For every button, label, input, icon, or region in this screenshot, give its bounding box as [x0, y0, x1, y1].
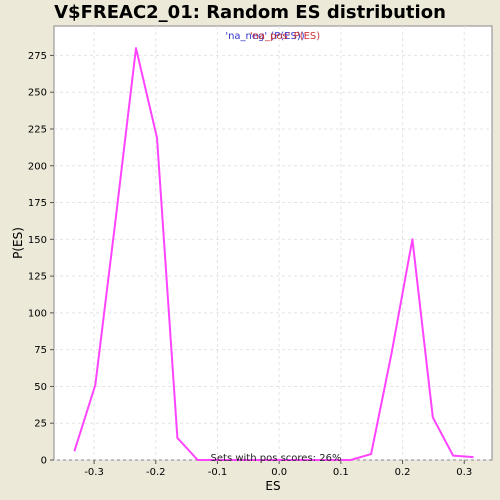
x-tick-label: -0.3 — [84, 467, 104, 478]
y-tick-label: 100 — [28, 308, 47, 319]
x-tick-label: -0.2 — [146, 467, 166, 478]
y-tick-label: 50 — [34, 382, 47, 393]
x-tick-label: 0.1 — [333, 467, 349, 478]
y-axis-label: P(ES) — [11, 227, 25, 259]
x-tick-label: 0.2 — [395, 467, 411, 478]
plot-area — [53, 25, 493, 461]
x-tick-label: -0.1 — [208, 467, 228, 478]
x-tick-label: 0.3 — [456, 467, 472, 478]
legend: 'na_neg' (P(ES)) 'na_pos' P(ES) — [225, 31, 320, 42]
y-tick-label: 225 — [28, 124, 47, 135]
y-tick-label: 75 — [34, 345, 47, 356]
y-tick-label: 0 — [41, 456, 47, 467]
series-line-0 — [73, 47, 474, 461]
y-tick-label: 200 — [28, 161, 47, 172]
grid-lines — [54, 26, 492, 461]
y-tick-label: 175 — [28, 198, 47, 209]
legend-entry-neg: 'na_neg' (P(ES)) — [225, 31, 304, 42]
y-tick-label: 125 — [28, 272, 47, 283]
y-tick-label: 250 — [28, 88, 47, 99]
x-axis-label: ES — [265, 479, 280, 493]
y-tick-label: 275 — [28, 51, 47, 62]
y-tick-label: 25 — [34, 419, 47, 430]
series-layer — [73, 47, 474, 461]
chart-title: V$FREAC2_01: Random ES distribution — [54, 2, 446, 23]
pos-scores-annotation: Sets with pos scores: 26% — [211, 453, 342, 464]
axes: 0 25 50 75 100 125 150 175 200 225 250 275 -0.3 -0.2 -… — [28, 51, 472, 478]
x-tick-label: 0.0 — [271, 467, 287, 478]
y-tick-label: 150 — [28, 235, 47, 246]
legend-entry-pos: 'na_pos' P(ES) — [250, 31, 320, 42]
